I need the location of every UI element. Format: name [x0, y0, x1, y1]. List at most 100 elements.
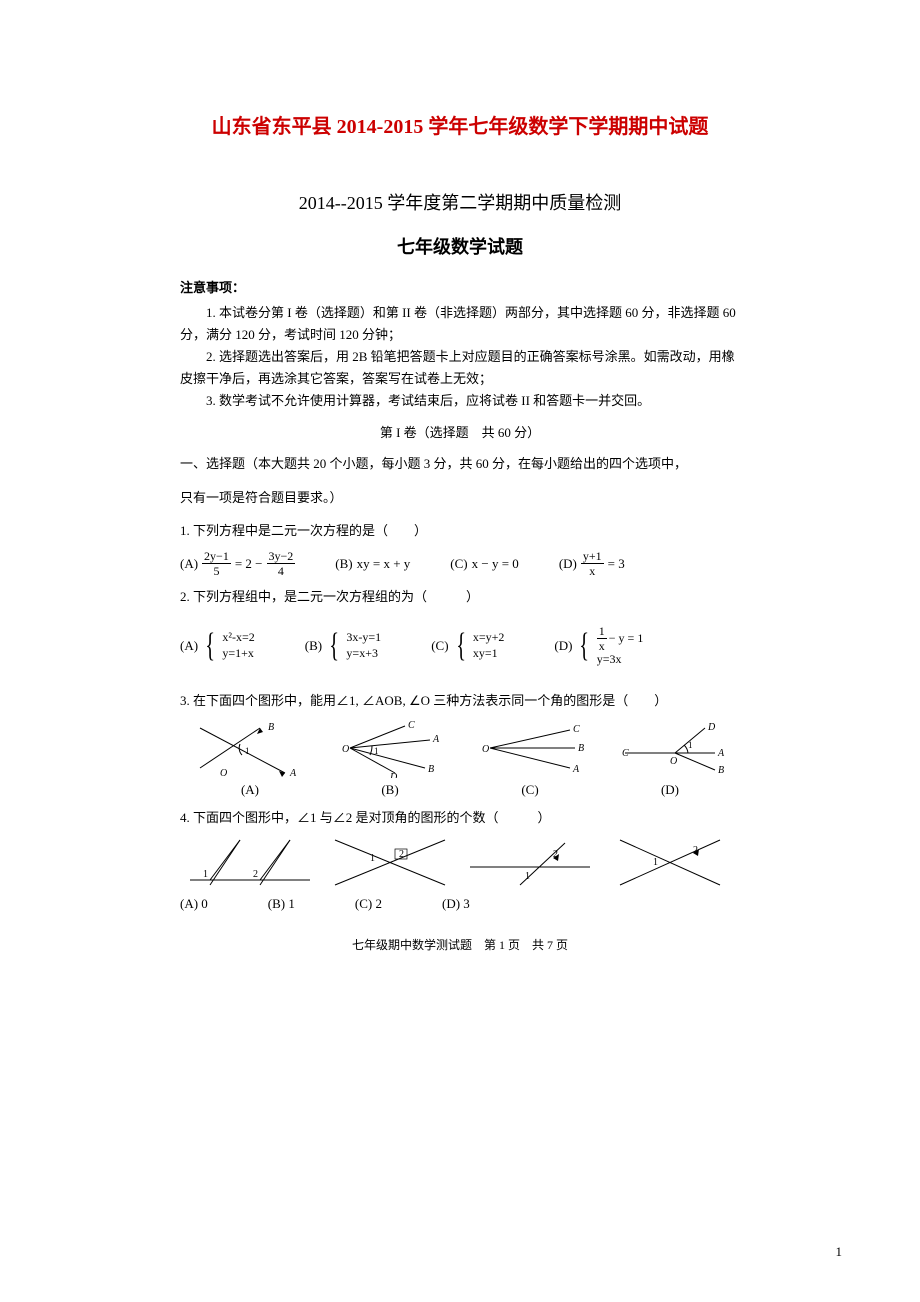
q1-b-label: (B) — [335, 556, 352, 572]
section-1-title: 第 I 卷（选择题 共 60 分） — [180, 422, 740, 441]
q1-b-expr: xy = x + y — [357, 556, 411, 572]
notice-3: 3. 数学考试不允许使用计算器，考试结束后，应将试卷 II 和答题卡一并交回。 — [180, 390, 740, 412]
svg-text:B: B — [578, 743, 584, 754]
q2-a-label: (A) — [180, 638, 198, 654]
q4-fig-4: 1 2 — [600, 835, 740, 890]
q2-a-l2: y=1+x — [222, 646, 254, 660]
svg-text:1: 1 — [374, 746, 379, 756]
notice-header: 注意事项： — [180, 277, 740, 296]
q3-fig-d: C D A B O 1 — [600, 718, 740, 778]
q1-a-frac1-num: 2y−1 — [202, 550, 231, 564]
page-footer: 七年级期中数学测试题 第 1 页 共 7 页 — [180, 936, 740, 953]
q3-fig-a: B A O 1 — [180, 718, 320, 778]
q4-figures: 1 2 1 2 1 2 — [180, 835, 740, 890]
q1-text: 1. 下列方程中是二元一次方程的是（ ） — [180, 519, 740, 544]
svg-text:D: D — [389, 772, 398, 778]
svg-text:1: 1 — [688, 740, 693, 750]
page-number: 1 — [836, 1244, 843, 1260]
q2-b-l1: 3x-y=1 — [346, 630, 381, 644]
page: 山东省东平县 2014-2015 学年七年级数学下学期期中试题 2014--20… — [0, 0, 920, 1302]
instruction-line2: 只有一项是符合题目要求。） — [180, 485, 740, 511]
svg-text:O: O — [220, 768, 227, 778]
svg-text:1: 1 — [370, 853, 375, 864]
q3-label-d: (D) — [600, 782, 740, 798]
q3-label-b: (B) — [320, 782, 460, 798]
q4-fig-2: 1 2 — [320, 835, 460, 890]
q3-fig-b: O A B C D 1 — [320, 718, 460, 778]
q4-options: (A) 0 (B) 1 (C) 2 (D) 3 — [180, 896, 740, 912]
instruction-line1: 一、选择题（本大题共 20 个小题，每小题 3 分，共 60 分，在每小题给出的… — [180, 451, 740, 477]
q2-text: 2. 下列方程组中，是二元一次方程组的为（ ） — [180, 585, 740, 610]
q4-opt-a: (A) 0 — [180, 896, 208, 912]
q4-text: 4. 下面四个图形中，∠1 与∠2 是对顶角的图形的个数（ ） — [180, 806, 740, 831]
q1-d-tail: = 3 — [608, 556, 625, 572]
q1-opt-d: (D) y+1x = 3 — [559, 550, 625, 577]
svg-text:2: 2 — [399, 849, 404, 860]
subtitle-year: 2014--2015 学年度第二学期期中质量检测 — [180, 189, 740, 215]
q4-fig-1: 1 2 — [180, 835, 320, 890]
notice-2: 2. 选择题选出答案后，用 2B 铅笔把答题卡上对应题目的正确答案标号涂黑。如需… — [180, 346, 740, 390]
svg-text:2: 2 — [253, 869, 258, 880]
q1-a-label: (A) — [180, 556, 198, 572]
q1-a-mid: = 2 − — [235, 556, 263, 572]
q1-a-frac2-num: 3y−2 — [267, 550, 296, 564]
q2-opt-b: (B) { 3x-y=1 y=x+3 — [305, 630, 381, 661]
svg-text:1: 1 — [525, 871, 530, 882]
q1-a-frac2-den: 4 — [267, 564, 296, 577]
svg-text:A: A — [289, 768, 297, 778]
q1-c-expr: x − y = 0 — [472, 556, 519, 572]
svg-text:B: B — [718, 765, 724, 776]
q2-d-label: (D) — [554, 638, 572, 654]
q2-c-l2: xy=1 — [473, 646, 498, 660]
q3-label-a: (A) — [180, 782, 320, 798]
svg-text:1: 1 — [245, 746, 250, 756]
q3-labels: (A) (B) (C) (D) — [180, 782, 740, 798]
q3-label-c: (C) — [460, 782, 600, 798]
q2-b-label: (B) — [305, 638, 322, 654]
svg-text:A: A — [717, 748, 725, 759]
q2-d-l1-den: x — [597, 639, 607, 652]
q1-opt-c: (C) x − y = 0 — [450, 556, 519, 572]
svg-text:O: O — [482, 744, 489, 755]
q1-a-frac1-den: 5 — [202, 564, 231, 577]
q2-d-l1-post: − y = 1 — [609, 631, 644, 647]
svg-text:O: O — [342, 744, 349, 755]
q3-figures: B A O 1 O A B C D — [180, 718, 740, 778]
svg-text:C: C — [573, 724, 580, 735]
svg-text:1: 1 — [653, 857, 658, 868]
q2-d-l1-num: 1 — [597, 625, 607, 639]
q2-options: (A) { x²-x=2 y=1+x (B) { 3x-y=1 y=x+3 (C… — [180, 624, 740, 668]
q1-options: (A) 2y−15 = 2 − 3y−24 (B) xy = x + y (C)… — [180, 550, 740, 577]
svg-text:D: D — [707, 722, 716, 733]
q4-opt-c: (C) 2 — [355, 896, 382, 912]
q2-b-l2: y=x+3 — [346, 646, 378, 660]
q2-d-l2: y=3x — [597, 652, 622, 666]
q1-d-frac-num: y+1 — [581, 550, 604, 564]
q1-opt-a: (A) 2y−15 = 2 − 3y−24 — [180, 550, 295, 577]
q1-d-label: (D) — [559, 556, 577, 572]
svg-text:C: C — [408, 720, 415, 731]
q1-d-frac-den: x — [581, 564, 604, 577]
svg-text:1: 1 — [203, 869, 208, 880]
q1-opt-b: (B) xy = x + y — [335, 556, 410, 572]
q4-fig-3: 1 2 — [460, 835, 600, 890]
q2-opt-c: (C) { x=y+2 xy=1 — [431, 630, 504, 661]
svg-text:C: C — [622, 748, 629, 759]
main-title: 山东省东平县 2014-2015 学年七年级数学下学期期中试题 — [180, 110, 740, 139]
q3-text: 3. 在下面四个图形中，能用∠1, ∠AOB, ∠O 三种方法表示同一个角的图形… — [180, 689, 740, 714]
q2-c-l1: x=y+2 — [473, 630, 505, 644]
svg-text:O: O — [670, 756, 677, 767]
q2-opt-d: (D) { 1x − y = 1 y=3x — [554, 624, 643, 668]
q2-a-l1: x²-x=2 — [222, 630, 254, 644]
q4-opt-b: (B) 1 — [268, 896, 295, 912]
q3-fig-c: O C B A — [460, 718, 600, 778]
q2-c-label: (C) — [431, 638, 448, 654]
notice-1: 1. 本试卷分第 I 卷（选择题）和第 II 卷（非选择题）两部分，其中选择题 … — [180, 302, 740, 346]
subtitle-subject: 七年级数学试题 — [180, 233, 740, 259]
q2-opt-a: (A) { x²-x=2 y=1+x — [180, 630, 255, 661]
q4-opt-d: (D) 3 — [442, 896, 470, 912]
svg-text:A: A — [572, 764, 580, 775]
svg-text:B: B — [268, 722, 274, 733]
svg-text:B: B — [428, 764, 434, 775]
q1-c-label: (C) — [450, 556, 467, 572]
